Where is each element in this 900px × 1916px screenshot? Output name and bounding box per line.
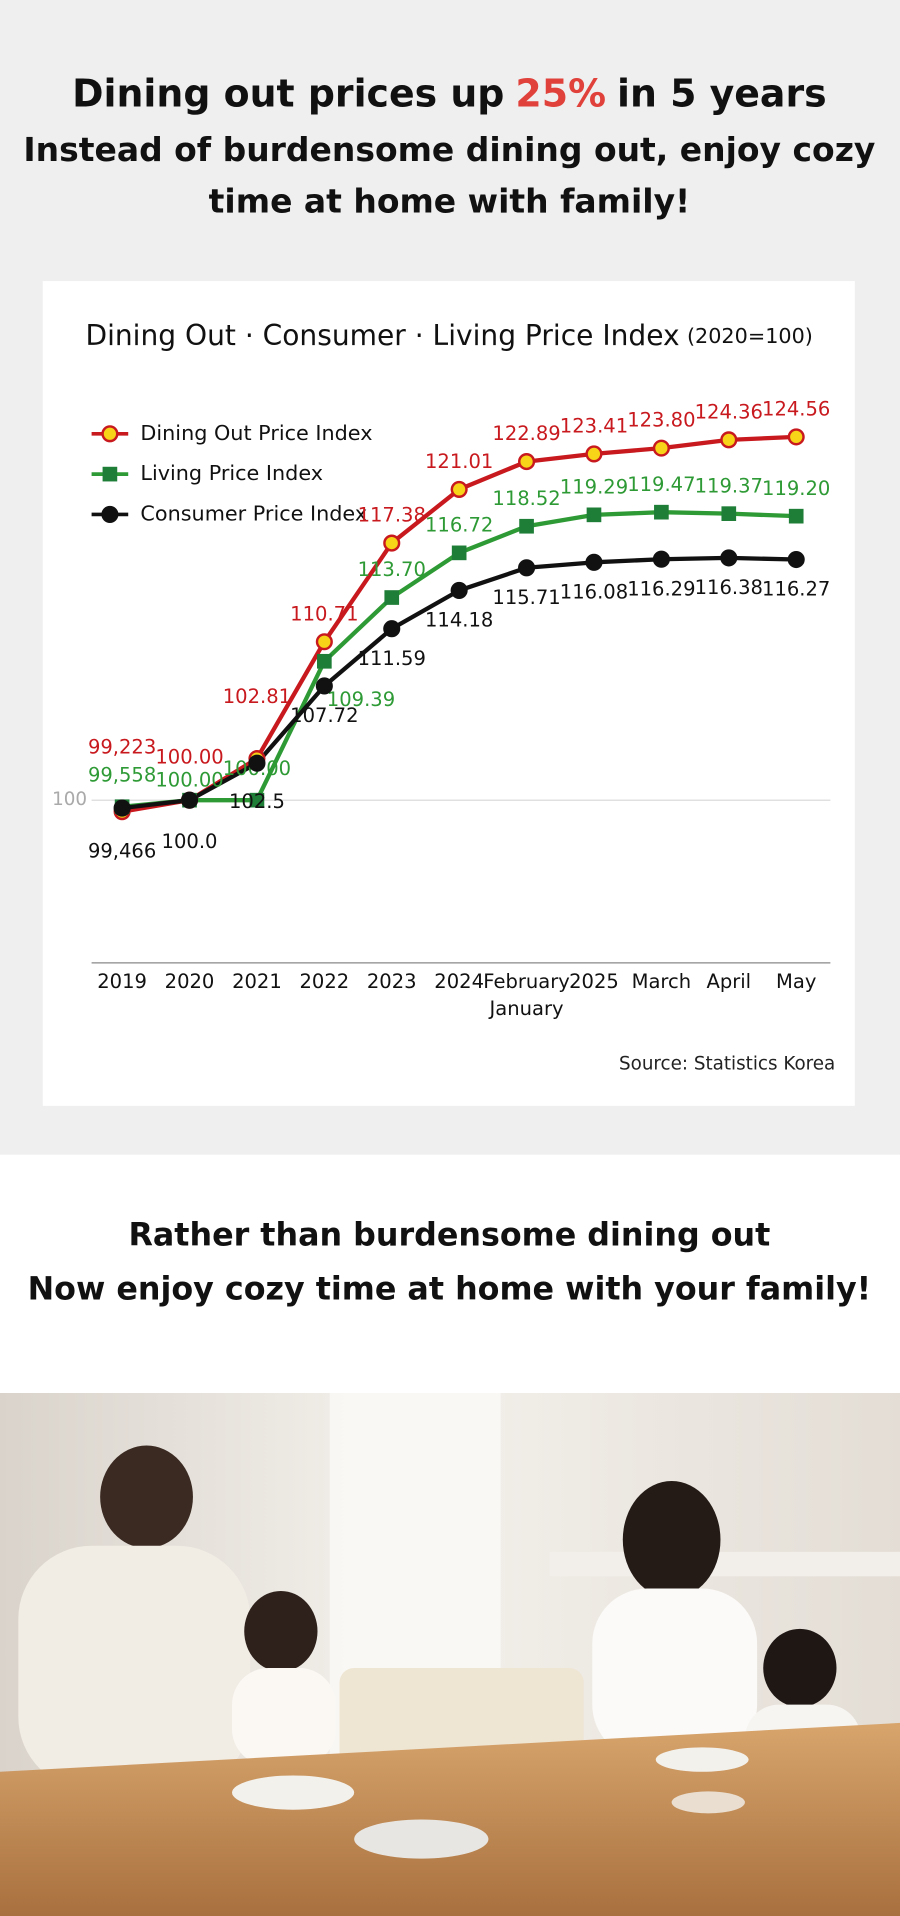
marker: [787, 428, 805, 446]
marker: [788, 508, 804, 524]
marker: [518, 559, 536, 577]
marker: [315, 633, 333, 651]
data-label: 114.18: [425, 608, 493, 631]
data-label: 111.59: [358, 647, 426, 670]
marker: [652, 550, 670, 568]
data-label: 110.71: [290, 602, 358, 625]
promo-line: Now enjoy cozy time at home with your fa…: [28, 1271, 872, 1307]
x-tick-label: 2023: [367, 970, 417, 993]
x-tick-label: 2024: [434, 970, 484, 993]
marker: [383, 620, 401, 638]
data-label: 109.39: [327, 688, 395, 711]
data-label: 119.37: [695, 474, 763, 497]
x-tick-label: April: [706, 970, 751, 993]
legend-marker: [102, 466, 118, 482]
marker: [248, 754, 266, 772]
y-tick-label: 100: [52, 789, 87, 810]
data-label: 119.20: [762, 477, 830, 500]
x-tick-label: May: [776, 970, 816, 993]
headline-line: Instead of burdensome dining out, enjoy …: [23, 130, 875, 169]
marker: [384, 590, 400, 605]
data-label: 107.72: [290, 704, 358, 727]
x-tick-label: 2020: [165, 970, 215, 993]
data-label: 99,558: [88, 764, 156, 787]
marker: [317, 653, 332, 669]
marker: [180, 791, 199, 809]
data-label: 116.38: [695, 576, 763, 599]
data-label: 100.00: [155, 745, 223, 768]
marker: [113, 799, 131, 817]
data-label: 102.5: [229, 790, 285, 813]
marker: [249, 792, 265, 808]
data-label: 99,223: [88, 736, 156, 759]
x-tick-label: February: [483, 970, 570, 993]
chart-card: [42, 281, 855, 1106]
headline-highlight: 25%: [515, 71, 606, 115]
marker: [585, 553, 603, 571]
marker: [720, 549, 738, 567]
data-label: 116.27: [762, 578, 830, 601]
data-label: 102.81: [223, 685, 291, 708]
marker: [586, 507, 602, 523]
data-label: 119.29: [560, 475, 628, 498]
marker: [787, 550, 805, 569]
legend-label: Living Price Index: [140, 461, 323, 485]
data-label: 118.52: [492, 487, 560, 510]
marker: [654, 504, 669, 520]
data-label: 123.41: [560, 415, 628, 438]
legend-marker: [101, 505, 119, 523]
marker: [519, 518, 534, 534]
data-label: 124.36: [695, 400, 763, 423]
data-label: 119.47: [627, 473, 695, 496]
chart-title: Dining Out · Consumer · Living Price Ind…: [85, 319, 812, 352]
data-label: 124.56: [762, 398, 830, 421]
marker: [451, 545, 467, 561]
legend-marker: [101, 425, 119, 443]
x-tick-label: 2025: [569, 970, 619, 993]
x-annotation: January: [488, 997, 564, 1020]
legend-label: Dining Out Price Index: [140, 421, 372, 445]
marker: [720, 431, 738, 449]
data-label: 100.0: [162, 830, 218, 853]
marker: [450, 581, 468, 599]
family-photo: [0, 1393, 900, 1916]
data-label: 116.29: [627, 577, 695, 600]
chart-subtitle: (2020=100): [687, 324, 813, 348]
marker: [518, 453, 536, 471]
data-label: 115.71: [492, 586, 560, 609]
headline-after: in 5 years: [617, 71, 827, 115]
marker: [585, 445, 603, 463]
data-label: 99,466: [88, 840, 156, 863]
plot: 100 2019 2020 2021 2022 2023 2024 February 2025 M…: [52, 398, 831, 1020]
legend-label: Consumer Price Index: [140, 501, 367, 525]
headline-line: time at home with family!: [209, 181, 690, 220]
x-tick-label: March: [632, 970, 692, 993]
chart-title-main: Dining Out · Consumer · Living Price Ind…: [85, 319, 679, 352]
marker: [652, 439, 670, 457]
x-tick-label: 2022: [299, 970, 349, 993]
data-label: 116.72: [425, 513, 493, 536]
source: Source: Statistics Korea: [619, 1053, 835, 1074]
data-label: 122.89: [492, 422, 560, 445]
data-label: 123.80: [627, 409, 695, 432]
headline-before: Dining out prices up: [72, 71, 504, 115]
promo-line: Rather than burdensome dining out: [128, 1218, 770, 1254]
x-tick-label: 2021: [232, 970, 282, 993]
data-label: 100.00: [155, 769, 223, 792]
x-tick-label: 2019: [97, 970, 147, 993]
data-label: 117.38: [358, 504, 426, 527]
marker: [721, 506, 737, 521]
headline: Dining out prices up 25% in 5 years: [72, 71, 827, 115]
marker: [383, 534, 401, 552]
data-label: 116.08: [560, 580, 628, 603]
marker: [450, 480, 468, 498]
data-label: 113.70: [358, 558, 426, 581]
marker: [315, 677, 333, 695]
promo-background: [0, 1154, 900, 1394]
data-label: 121.01: [425, 450, 493, 473]
